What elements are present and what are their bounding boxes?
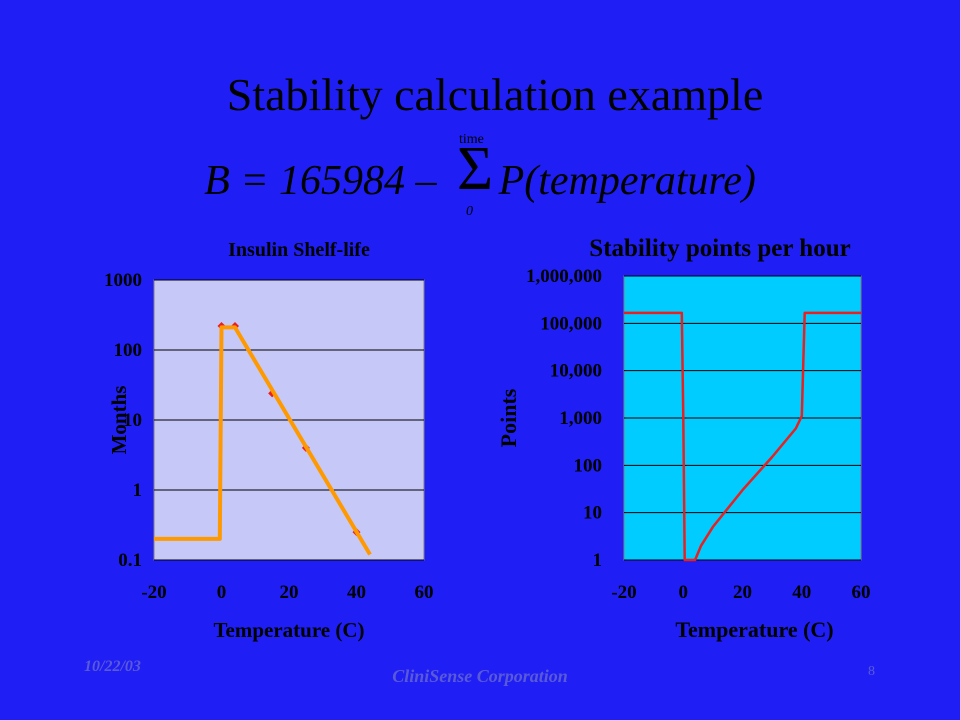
y-tick-label: 1,000,000 bbox=[526, 266, 602, 287]
y-axis-label: Months bbox=[107, 386, 131, 455]
x-tick-label: 0 bbox=[679, 582, 689, 603]
footer-date: 10/22/03 bbox=[84, 658, 141, 675]
sum-lower-limit: 0 bbox=[466, 204, 473, 219]
x-tick-label: 40 bbox=[792, 582, 811, 603]
x-axis-label: Temperature (C) bbox=[213, 618, 364, 642]
series-line bbox=[154, 325, 372, 556]
x-tick-label: 20 bbox=[733, 582, 752, 603]
footer-page-number: 8 bbox=[868, 664, 875, 679]
chart-title: Stability points per hour bbox=[589, 235, 850, 262]
series-line bbox=[624, 311, 861, 562]
x-tick-label: -20 bbox=[611, 582, 636, 603]
sum-upper-limit: time bbox=[459, 132, 484, 147]
data-point bbox=[231, 322, 239, 331]
y-tick-label: 1 bbox=[133, 480, 143, 501]
y-tick-label: 0.1 bbox=[118, 550, 142, 571]
footer-company: CliniSense Corporation bbox=[392, 666, 568, 686]
x-tick-label: 60 bbox=[852, 582, 871, 603]
y-tick-label: 10 bbox=[123, 410, 142, 431]
x-tick-label: 40 bbox=[347, 582, 366, 603]
x-tick-label: 0 bbox=[217, 582, 227, 603]
plot-area bbox=[623, 275, 862, 561]
plot-area bbox=[153, 279, 425, 561]
x-axis-label: Temperature (C) bbox=[675, 617, 833, 642]
x-tick-label: 60 bbox=[415, 582, 434, 603]
y-tick-label: 1,000 bbox=[559, 408, 602, 429]
x-tick-label: 20 bbox=[280, 582, 299, 603]
y-axis-label: Points bbox=[496, 388, 521, 447]
data-point bbox=[268, 389, 277, 398]
x-tick-label: -20 bbox=[141, 582, 166, 603]
formula-right: P(temperature) bbox=[498, 158, 756, 204]
data-point bbox=[301, 443, 310, 452]
y-tick-label: 100,000 bbox=[540, 313, 602, 334]
data-point bbox=[217, 322, 226, 331]
data-point bbox=[352, 528, 361, 537]
y-tick-label: 10 bbox=[583, 503, 602, 524]
y-tick-label: 10,000 bbox=[550, 361, 602, 382]
chart-title: Insulin Shelf-life bbox=[228, 239, 370, 261]
formula: B = 165984 – P(temperature) bbox=[0, 160, 960, 202]
sigma-icon: Σ bbox=[457, 135, 494, 203]
y-tick-label: 100 bbox=[574, 455, 603, 476]
y-tick-label: 1000 bbox=[104, 270, 142, 291]
y-tick-label: 1 bbox=[593, 550, 603, 571]
formula-left: B = 165984 – bbox=[204, 158, 437, 204]
slide-title: Stability calculation example bbox=[226, 69, 764, 120]
y-tick-label: 100 bbox=[114, 340, 143, 361]
